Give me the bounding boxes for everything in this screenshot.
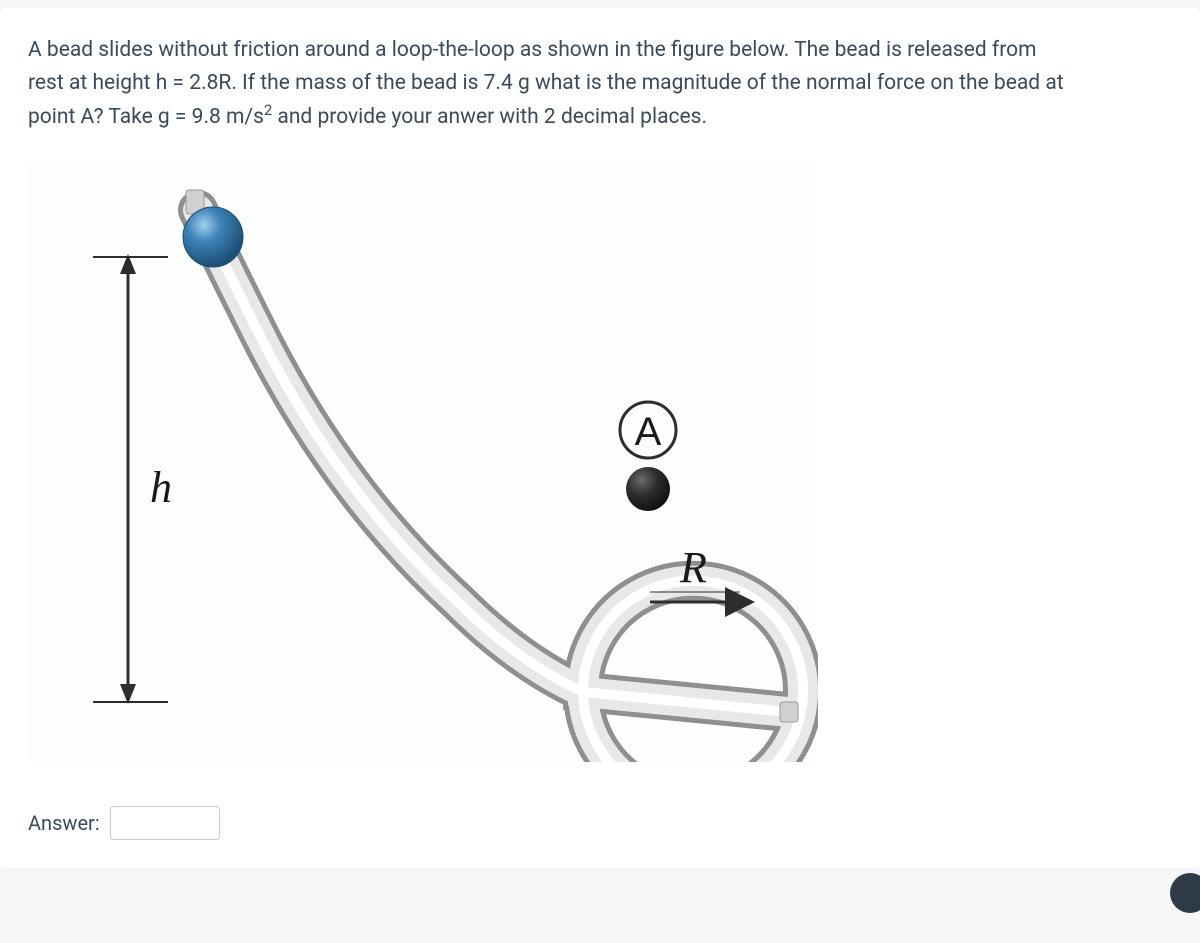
track-outer	[198, 210, 803, 762]
figure: h R A	[28, 162, 818, 762]
bead-start	[183, 207, 243, 267]
question-line-3a: point A? Take g = 9.8 m/s	[28, 105, 264, 129]
question-card: A bead slides without friction around a …	[0, 8, 1200, 868]
question-line-2: rest at height h = 2.8R. If the mass of …	[28, 71, 1064, 95]
answer-label: Answer:	[28, 811, 100, 835]
track-highlight	[198, 210, 803, 762]
track-mid	[198, 210, 803, 762]
answer-row: Answer:	[28, 806, 1172, 840]
answer-input[interactable]	[110, 806, 220, 840]
label-R: R	[679, 543, 707, 592]
label-A: A	[635, 410, 662, 454]
label-h: h	[150, 463, 172, 512]
chat-launcher-icon[interactable]	[1170, 873, 1200, 913]
question-text: A bead slides without friction around a …	[28, 34, 1172, 134]
bead-at-A	[626, 467, 670, 511]
question-exponent: 2	[264, 101, 272, 119]
track-end-cap-right	[780, 702, 798, 722]
question-line-1: A bead slides without friction around a …	[28, 38, 1037, 62]
question-line-3b: and provide your anwer with 2 decimal pl…	[272, 105, 707, 129]
